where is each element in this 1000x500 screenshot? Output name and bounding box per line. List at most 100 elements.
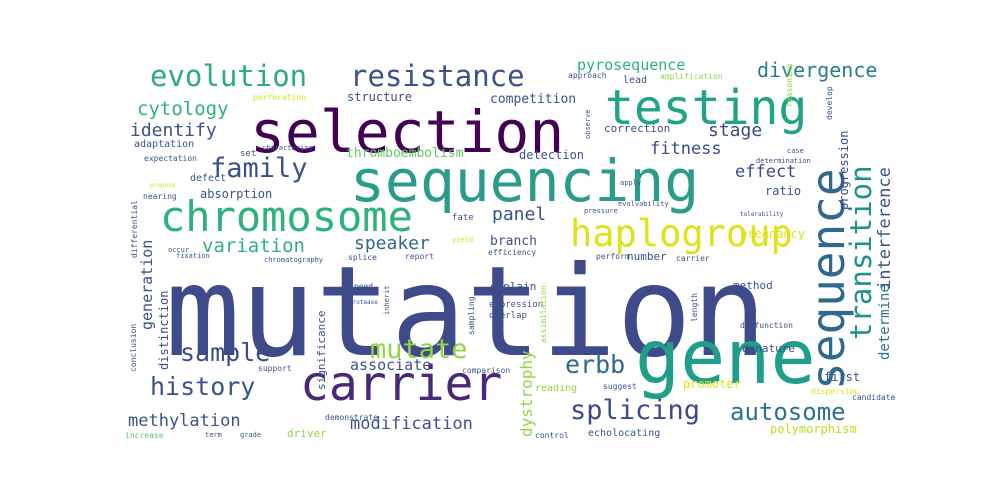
cloud-word: evolvability xyxy=(618,200,669,208)
cloud-word: splicing xyxy=(570,395,701,426)
cloud-word: correction xyxy=(604,122,671,135)
cloud-word: comparison xyxy=(462,366,511,375)
cloud-word: pressure xyxy=(584,207,618,215)
cloud-word: dysfunction xyxy=(740,321,793,330)
cloud-word: progression xyxy=(837,130,851,210)
cloud-word: selection xyxy=(250,98,565,166)
cloud-word: yield xyxy=(452,236,474,244)
cloud-word: testing xyxy=(605,80,808,136)
cloud-word: nearing xyxy=(143,192,177,201)
cloud-word: cytology xyxy=(137,98,229,120)
cloud-word: candidate xyxy=(852,393,896,402)
cloud-word: tolerability xyxy=(740,211,784,218)
cloud-word: apply xyxy=(620,179,642,187)
cloud-word: autosome xyxy=(730,398,846,426)
cloud-word: sample xyxy=(180,338,271,367)
cloud-word: inherit xyxy=(383,285,391,315)
cloud-word: case xyxy=(787,147,804,155)
cloud-word: carrier xyxy=(676,254,710,263)
cloud-word: stage xyxy=(708,120,763,141)
cloud-word: demonstrate xyxy=(325,413,378,422)
cloud-word: gene xyxy=(635,313,816,401)
cloud-word: ratio xyxy=(765,184,802,198)
cloud-word: modification xyxy=(350,414,473,434)
cloud-word: amplification xyxy=(660,72,723,81)
cloud-word: evolution xyxy=(150,59,308,93)
cloud-word: erbb xyxy=(565,350,626,379)
cloud-word: methylation xyxy=(128,411,241,431)
cloud-word: echolocating xyxy=(588,428,661,439)
cloud-word: pyrosequence xyxy=(577,56,686,74)
cloud-word: driver xyxy=(287,427,327,440)
cloud-word: fitness xyxy=(650,139,722,159)
cloud-word: carrier xyxy=(300,356,503,412)
cloud-word: promoter xyxy=(683,377,741,391)
cloud-word: perforation xyxy=(253,93,306,102)
cloud-word: expression xyxy=(489,300,544,310)
cloud-word: detection xyxy=(519,148,585,162)
cloud-word: method xyxy=(733,279,773,292)
cloud-word: length xyxy=(690,293,699,322)
cloud-word: assimilation xyxy=(539,285,548,343)
cloud-word: report xyxy=(405,252,434,261)
cloud-word: branch xyxy=(490,234,537,249)
cloud-word: control xyxy=(535,431,569,440)
cloud-word: dispersion xyxy=(811,387,860,396)
cloud-word: determination xyxy=(756,157,811,165)
cloud-word: support xyxy=(258,364,292,373)
cloud-word: set xyxy=(240,149,257,159)
cloud-word: panel xyxy=(492,204,547,225)
cloud-word: first xyxy=(824,370,861,384)
cloud-word: increase xyxy=(125,431,164,440)
cloud-word: associate xyxy=(350,356,432,374)
cloud-word: divergence xyxy=(757,58,878,82)
cloud-word: overlap xyxy=(489,311,527,321)
cloud-word: lead xyxy=(623,75,648,86)
cloud-word: sequencing xyxy=(350,147,700,215)
cloud-word: chromatography xyxy=(264,256,324,264)
cloud-word: effect xyxy=(735,162,797,182)
cloud-word: occur xyxy=(168,246,190,254)
cloud-word: develop xyxy=(825,86,834,120)
cloud-word: differential xyxy=(130,200,139,258)
cloud-word: competition xyxy=(490,92,577,107)
cloud-word: suggest xyxy=(603,382,637,391)
cloud-word: dystrophy xyxy=(517,350,536,437)
cloud-word: characterize xyxy=(262,144,313,152)
cloud-word: approach xyxy=(568,71,607,80)
cloud-word: interference xyxy=(875,167,895,290)
cloud-word: variation xyxy=(202,235,305,257)
cloud-word: sampling xyxy=(467,296,476,335)
cloud-word: resistance xyxy=(350,59,525,93)
cloud-word: observe xyxy=(584,109,592,139)
cloud-word: determine xyxy=(877,284,893,360)
cloud-word: reasoning xyxy=(785,63,794,107)
cloud-word: haplogroup xyxy=(570,212,793,255)
cloud-word: polymorphism xyxy=(770,422,857,436)
cloud-word: efficiency xyxy=(488,248,537,257)
cloud-word: transition xyxy=(844,165,878,340)
cloud-word: speaker xyxy=(354,233,430,254)
cloud-word: explain xyxy=(490,280,537,293)
cloud-word: chromosome xyxy=(160,192,413,241)
cloud-word: structure xyxy=(347,90,413,104)
cloud-word: pregnancy xyxy=(740,227,806,241)
cloud-word: denature xyxy=(742,342,795,355)
cloud-word: significance xyxy=(315,310,328,390)
cloud-word: history xyxy=(150,372,256,401)
cloud-word: thromboembolism xyxy=(346,146,464,161)
cloud-word: speed xyxy=(349,282,374,291)
cloud-word: perform xyxy=(596,252,630,261)
cloud-word: family xyxy=(210,153,308,184)
cloud-word: propose xyxy=(150,182,176,189)
cloud-word: conclusion xyxy=(129,323,138,372)
cloud-word: identify xyxy=(130,120,217,141)
cloud-word: fixation xyxy=(176,252,210,260)
cloud-word: distinction xyxy=(157,290,171,370)
cloud-word: fate xyxy=(452,213,474,223)
cloud-word: absorption xyxy=(200,187,273,201)
cloud-word: defect xyxy=(190,173,227,184)
cloud-word: mutation xyxy=(165,240,768,385)
